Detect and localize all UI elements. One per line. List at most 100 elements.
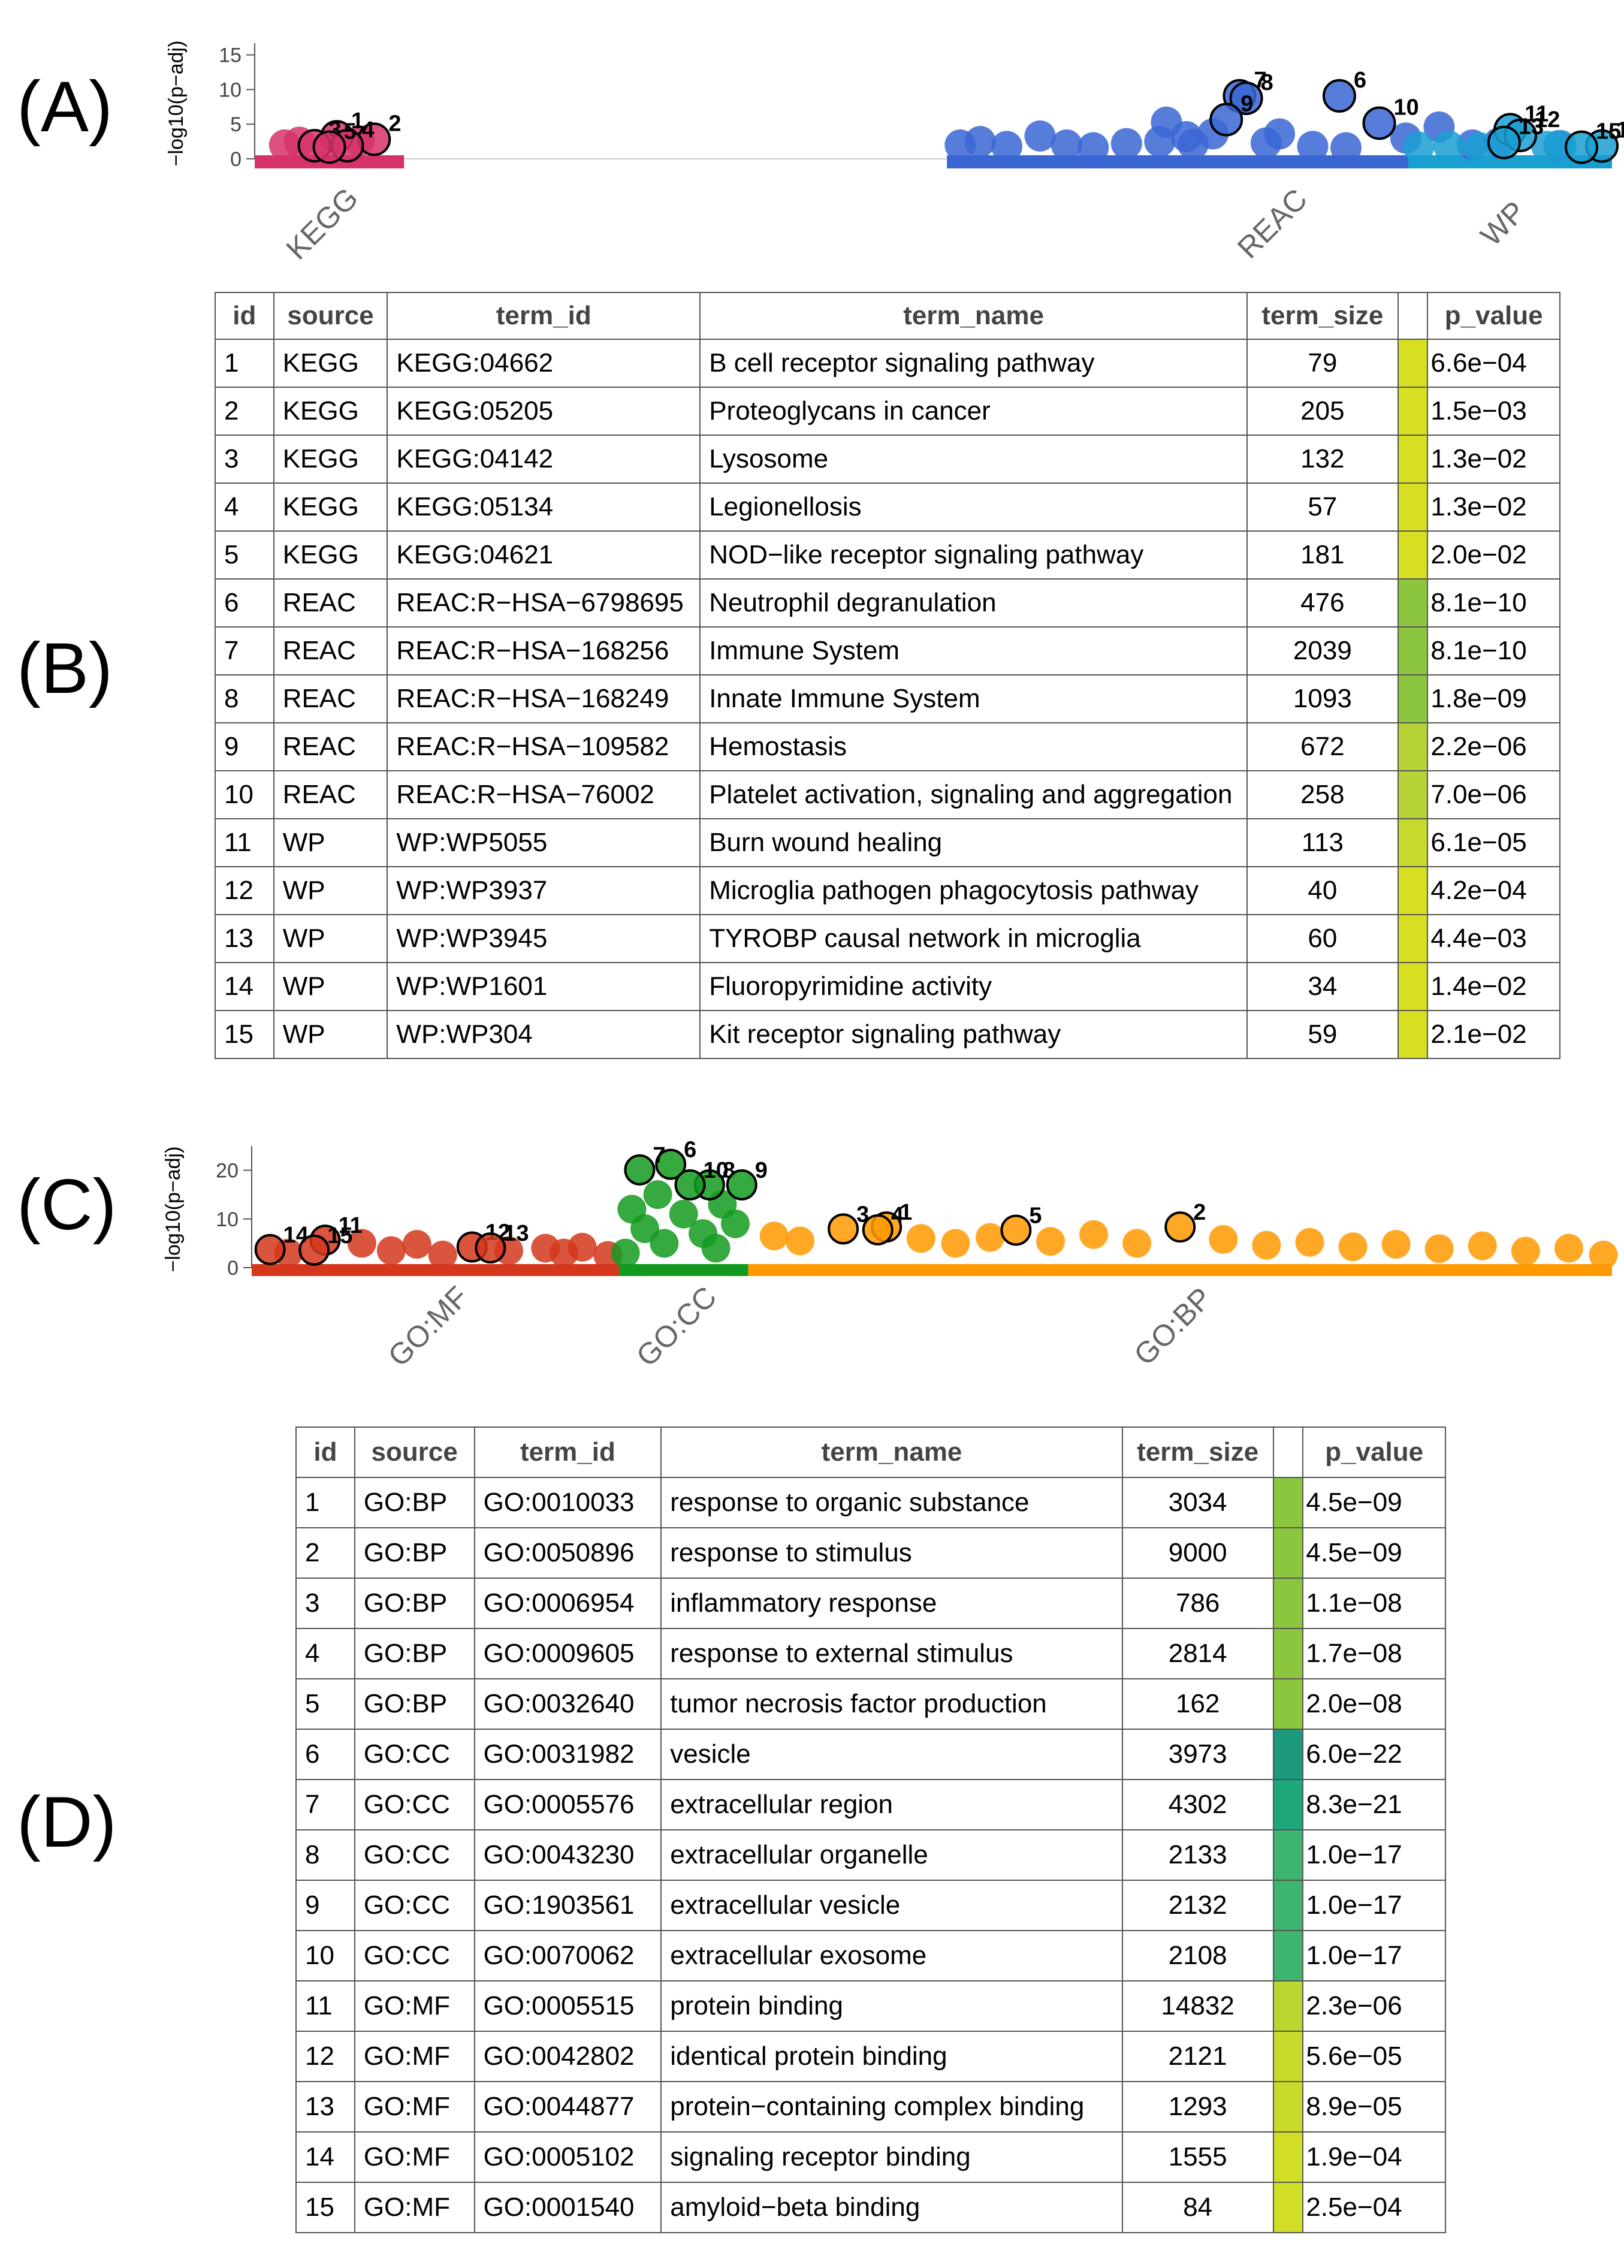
highlighted-point [1209,102,1243,137]
p-value-cell: 6.0e−22 [1302,1729,1446,1780]
data-point [669,1199,698,1229]
term-size-cell: 786 [1121,1578,1274,1629]
column-header: source [354,1426,475,1478]
term-size-cell: 59 [1246,1010,1399,1059]
significance-color-cell [1272,2081,1304,2133]
p-value-cell: 8.3e−21 [1302,1779,1446,1830]
term-id-cell: WP:WP3945 [387,914,701,963]
source-cell: GO:CC [354,1729,475,1780]
significance-color-cell [1397,818,1429,867]
term-size-cell: 476 [1246,578,1399,628]
term-id-cell: GO:0001540 [473,2182,662,2233]
term-id-cell: GO:0050896 [473,1527,662,1579]
significance-color-cell [1397,339,1429,388]
term-name-cell: extracellular region [660,1779,1123,1830]
term-size-cell: 84 [1121,2182,1274,2233]
term-size-cell: 1555 [1121,2131,1274,2183]
term-size-cell: 162 [1121,1678,1274,1730]
term-name-cell: response to organic substance [660,1477,1123,1528]
significance-color-cell [1397,626,1429,675]
column-header [1272,1426,1304,1478]
table-row: 9 GO:CC GO:1903561 extracellular vesicle 213… [295,1880,1446,1931]
term-name-cell: response to stimulus [660,1527,1123,1579]
column-header: id [295,1426,355,1478]
significance-color-cell [1272,1477,1304,1528]
term-size-cell: 2108 [1121,1930,1274,1982]
p-value-cell: 6.6e−04 [1427,339,1560,388]
highlighted-point [1362,106,1396,140]
data-point [1077,132,1109,164]
id-cell: 8 [295,1829,355,1881]
significance-color-cell [1272,1678,1304,1730]
point-id-label: 12 [1535,107,1560,132]
data-point [402,1230,431,1259]
table-row: 3 GO:BP GO:0006954 inflammatory response 786… [295,1578,1446,1629]
column-header: source [273,292,388,340]
p-value-cell: 4.5e−09 [1302,1477,1446,1528]
term-id-cell: WP:WP304 [387,1010,701,1059]
significance-color-cell [1272,1628,1304,1679]
point-id-label: 4 [361,117,374,143]
id-cell: 4 [215,482,274,532]
data-point [941,1229,970,1258]
significance-color-cell [1272,1729,1304,1780]
term-size-cell: 2814 [1121,1628,1274,1679]
term-size-cell: 2132 [1121,1880,1274,1931]
table-row: 5 KEGG KEGG:04621 NOD−like receptor signali… [215,530,1560,580]
data-point [1024,120,1056,152]
highlighted-point [1487,125,1521,159]
id-cell: 13 [295,2081,355,2133]
data-point [1511,1236,1540,1266]
p-value-cell: 4.2e−04 [1427,866,1560,915]
y-tick-label: 20 [216,1160,239,1183]
id-cell: 1 [295,1477,355,1528]
pathway-results-table: id source term_id term_name term_size p_value… [215,292,1560,1059]
point-id-label: 2 [1193,1200,1206,1225]
table-row: 1 GO:BP GO:0010033 response to organic subs… [295,1477,1446,1528]
term-name-cell: vesicle [660,1729,1123,1780]
source-cell: WP [273,1010,388,1059]
go-results-table: id source term_id term_name term_size p_value… [295,1426,1446,2233]
term-id-cell: GO:0005102 [473,2131,662,2183]
term-size-cell: 258 [1246,770,1399,819]
point-id-label: 15 [327,1223,352,1248]
term-name-cell: Immune System [699,626,1248,675]
point-id-label: 6 [1354,68,1366,93]
data-point [1122,1229,1152,1258]
point-id-label: 9 [755,1158,768,1183]
table-row: 14 GO:MF GO:0005102 signaling receptor bind… [295,2131,1446,2183]
table-row: 3 KEGG KEGG:04142 Lysosome 132 1.3e−02 [215,435,1560,484]
point-id-label: 5 [344,119,357,144]
highlighted-point [1229,81,1263,115]
id-cell: 3 [295,1578,355,1629]
term-name-cell: response to external stimulus [660,1628,1123,1679]
term-size-cell: 2121 [1121,2031,1274,2082]
data-point [1079,1220,1109,1249]
p-value-cell: 8.9e−05 [1302,2081,1446,2133]
table-row: 1 KEGG KEGG:04662 B cell receptor signaling… [215,339,1560,388]
source-label: GO:BP [1127,1281,1218,1372]
p-value-cell: 1.5e−03 [1427,387,1560,436]
source-cell: KEGG [273,387,388,436]
data-point [1209,1225,1238,1254]
term-name-cell: inflammatory response [660,1578,1123,1629]
term-size-cell: 132 [1246,435,1399,484]
highlighted-point [828,1213,859,1245]
source-cell: GO:BP [354,1477,475,1528]
significance-color-cell [1272,1930,1304,1982]
significance-color-cell [1397,722,1429,771]
term-name-cell: TYROBP causal network in microglia [699,914,1248,963]
source-cell: REAC [273,770,388,819]
term-name-cell: Neutrophil degranulation [699,578,1248,628]
term-id-cell: GO:0031982 [473,1729,662,1780]
p-value-cell: 1.8e−09 [1427,674,1560,723]
point-id-label: 1 [899,1200,912,1225]
p-value-cell: 1.0e−17 [1302,1930,1446,1982]
p-value-cell: 5.6e−05 [1302,2031,1446,2082]
point-id-label: 13 [503,1221,529,1246]
term-name-cell: Platelet activation, signaling and aggre… [699,770,1248,819]
id-cell: 5 [295,1678,355,1730]
data-point [376,1236,406,1265]
term-size-cell: 181 [1246,530,1399,580]
term-size-cell: 79 [1246,339,1399,388]
